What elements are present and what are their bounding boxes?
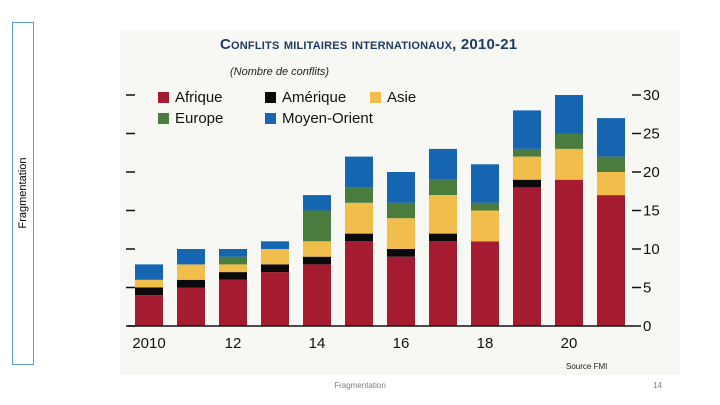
y-tick-label-20: 20 (643, 164, 660, 181)
x-tick-label-2010: 2010 (132, 335, 165, 352)
bar-segment-am-rique-2011 (177, 279, 205, 288)
bar-segment-moyen-orient-2013 (261, 241, 289, 249)
bar-segment-asie-2015 (345, 202, 373, 234)
bar-segment-am-rique-2014 (303, 256, 331, 265)
bar-segment-afrique-2015 (345, 241, 373, 326)
bar-segment-asie-2013 (261, 249, 289, 265)
bar-segment-afrique-2011 (177, 287, 205, 326)
bar-segment-moyen-orient-2014 (303, 195, 331, 211)
y-tick-label-25: 25 (643, 126, 660, 143)
bar-segment-afrique-2020 (555, 179, 583, 326)
legend-label-asie: Asie (387, 89, 416, 106)
x-tick-label-2012: 12 (225, 335, 242, 352)
bar-segment-europe-2021 (597, 156, 625, 172)
bar-segment-asie-2010 (135, 279, 163, 288)
y-tick-label-30: 30 (643, 87, 660, 104)
bar-segment-am-rique-2016 (387, 249, 415, 257)
y-tick-label-10: 10 (643, 241, 660, 258)
bar-segment-europe-2020 (555, 133, 583, 149)
bar-segment-afrique-2010 (135, 295, 163, 326)
bar-segment-am-rique-2013 (261, 264, 289, 273)
bar-segment-afrique-2012 (219, 279, 247, 326)
bar-segment-am-rique-2012 (219, 272, 247, 280)
bar-segment-moyen-orient-2018 (471, 164, 499, 203)
bar-segment-asie-2014 (303, 241, 331, 257)
bar-segment-moyen-orient-2021 (597, 118, 625, 157)
bar-segment-moyen-orient-2019 (513, 110, 541, 149)
legend-swatch-afrique (158, 92, 169, 103)
bar-segment-afrique-2017 (429, 241, 457, 326)
bar-segment-am-rique-2015 (345, 233, 373, 242)
bar-segment-europe-2014 (303, 210, 331, 242)
legend-label-afrique: Afrique (175, 89, 223, 106)
bar-segment-moyen-orient-2020 (555, 95, 583, 134)
bar-segment-asie-2020 (555, 148, 583, 180)
chart-subtitle: (Nombre de conflits) (230, 66, 330, 78)
legend-label-am-rique: Amérique (282, 89, 346, 106)
y-tick-label-5: 5 (643, 280, 651, 297)
page-number: 14 (653, 381, 662, 390)
y-tick-label-15: 15 (643, 203, 660, 220)
bar-segment-am-rique-2017 (429, 233, 457, 242)
x-tick-label-2016: 16 (393, 335, 410, 352)
bar-segment-afrique-2018 (471, 241, 499, 326)
legend-swatch-asie (370, 92, 381, 103)
bar-segment-afrique-2016 (387, 256, 415, 326)
bar-segment-europe-2017 (429, 179, 457, 196)
bar-segment-europe-2019 (513, 148, 541, 157)
bar-segment-europe-2018 (471, 202, 499, 211)
bar-segment-moyen-orient-2010 (135, 264, 163, 280)
x-tick-label-2020: 20 (561, 335, 578, 352)
bar-segment-afrique-2021 (597, 195, 625, 326)
bar-segment-asie-2017 (429, 195, 457, 234)
footer-title: Fragmentation (334, 381, 386, 390)
chart-title: Conflits militaires internationaux, 2010… (220, 36, 518, 53)
y-tick-label-0: 0 (643, 318, 651, 335)
bar-segment-afrique-2013 (261, 272, 289, 326)
x-tick-label-2014: 14 (309, 335, 326, 352)
bar-segment-europe-2016 (387, 202, 415, 219)
bar-segment-asie-2011 (177, 264, 205, 280)
bar-segment-afrique-2019 (513, 187, 541, 326)
chart-source: Source FMI (566, 362, 608, 371)
bar-segment-europe-2012 (219, 256, 247, 265)
bar-segment-asie-2012 (219, 264, 247, 273)
side-label-box (12, 22, 34, 365)
bar-segment-asie-2019 (513, 156, 541, 180)
bar-segment-moyen-orient-2015 (345, 156, 373, 188)
bar-segment-asie-2018 (471, 210, 499, 242)
bar-segment-asie-2021 (597, 172, 625, 196)
bar-segment-moyen-orient-2016 (387, 172, 415, 203)
bar-segment-am-rique-2010 (135, 287, 163, 296)
bar-segment-moyen-orient-2012 (219, 249, 247, 257)
bar-segment-moyen-orient-2011 (177, 249, 205, 265)
legend-swatch-europe (158, 113, 169, 124)
legend-swatch-moyen-orient (265, 113, 276, 124)
legend-swatch-am-rique (265, 92, 276, 103)
x-tick-label-2018: 18 (477, 335, 494, 352)
legend-label-europe: Europe (175, 110, 223, 127)
bar-segment-moyen-orient-2017 (429, 148, 457, 180)
legend-label-moyen-orient: Moyen-Orient (282, 110, 374, 127)
bar-segment-asie-2016 (387, 218, 415, 249)
bar-segment-afrique-2014 (303, 264, 331, 326)
bar-segment-am-rique-2019 (513, 179, 541, 188)
bar-segment-europe-2015 (345, 187, 373, 203)
